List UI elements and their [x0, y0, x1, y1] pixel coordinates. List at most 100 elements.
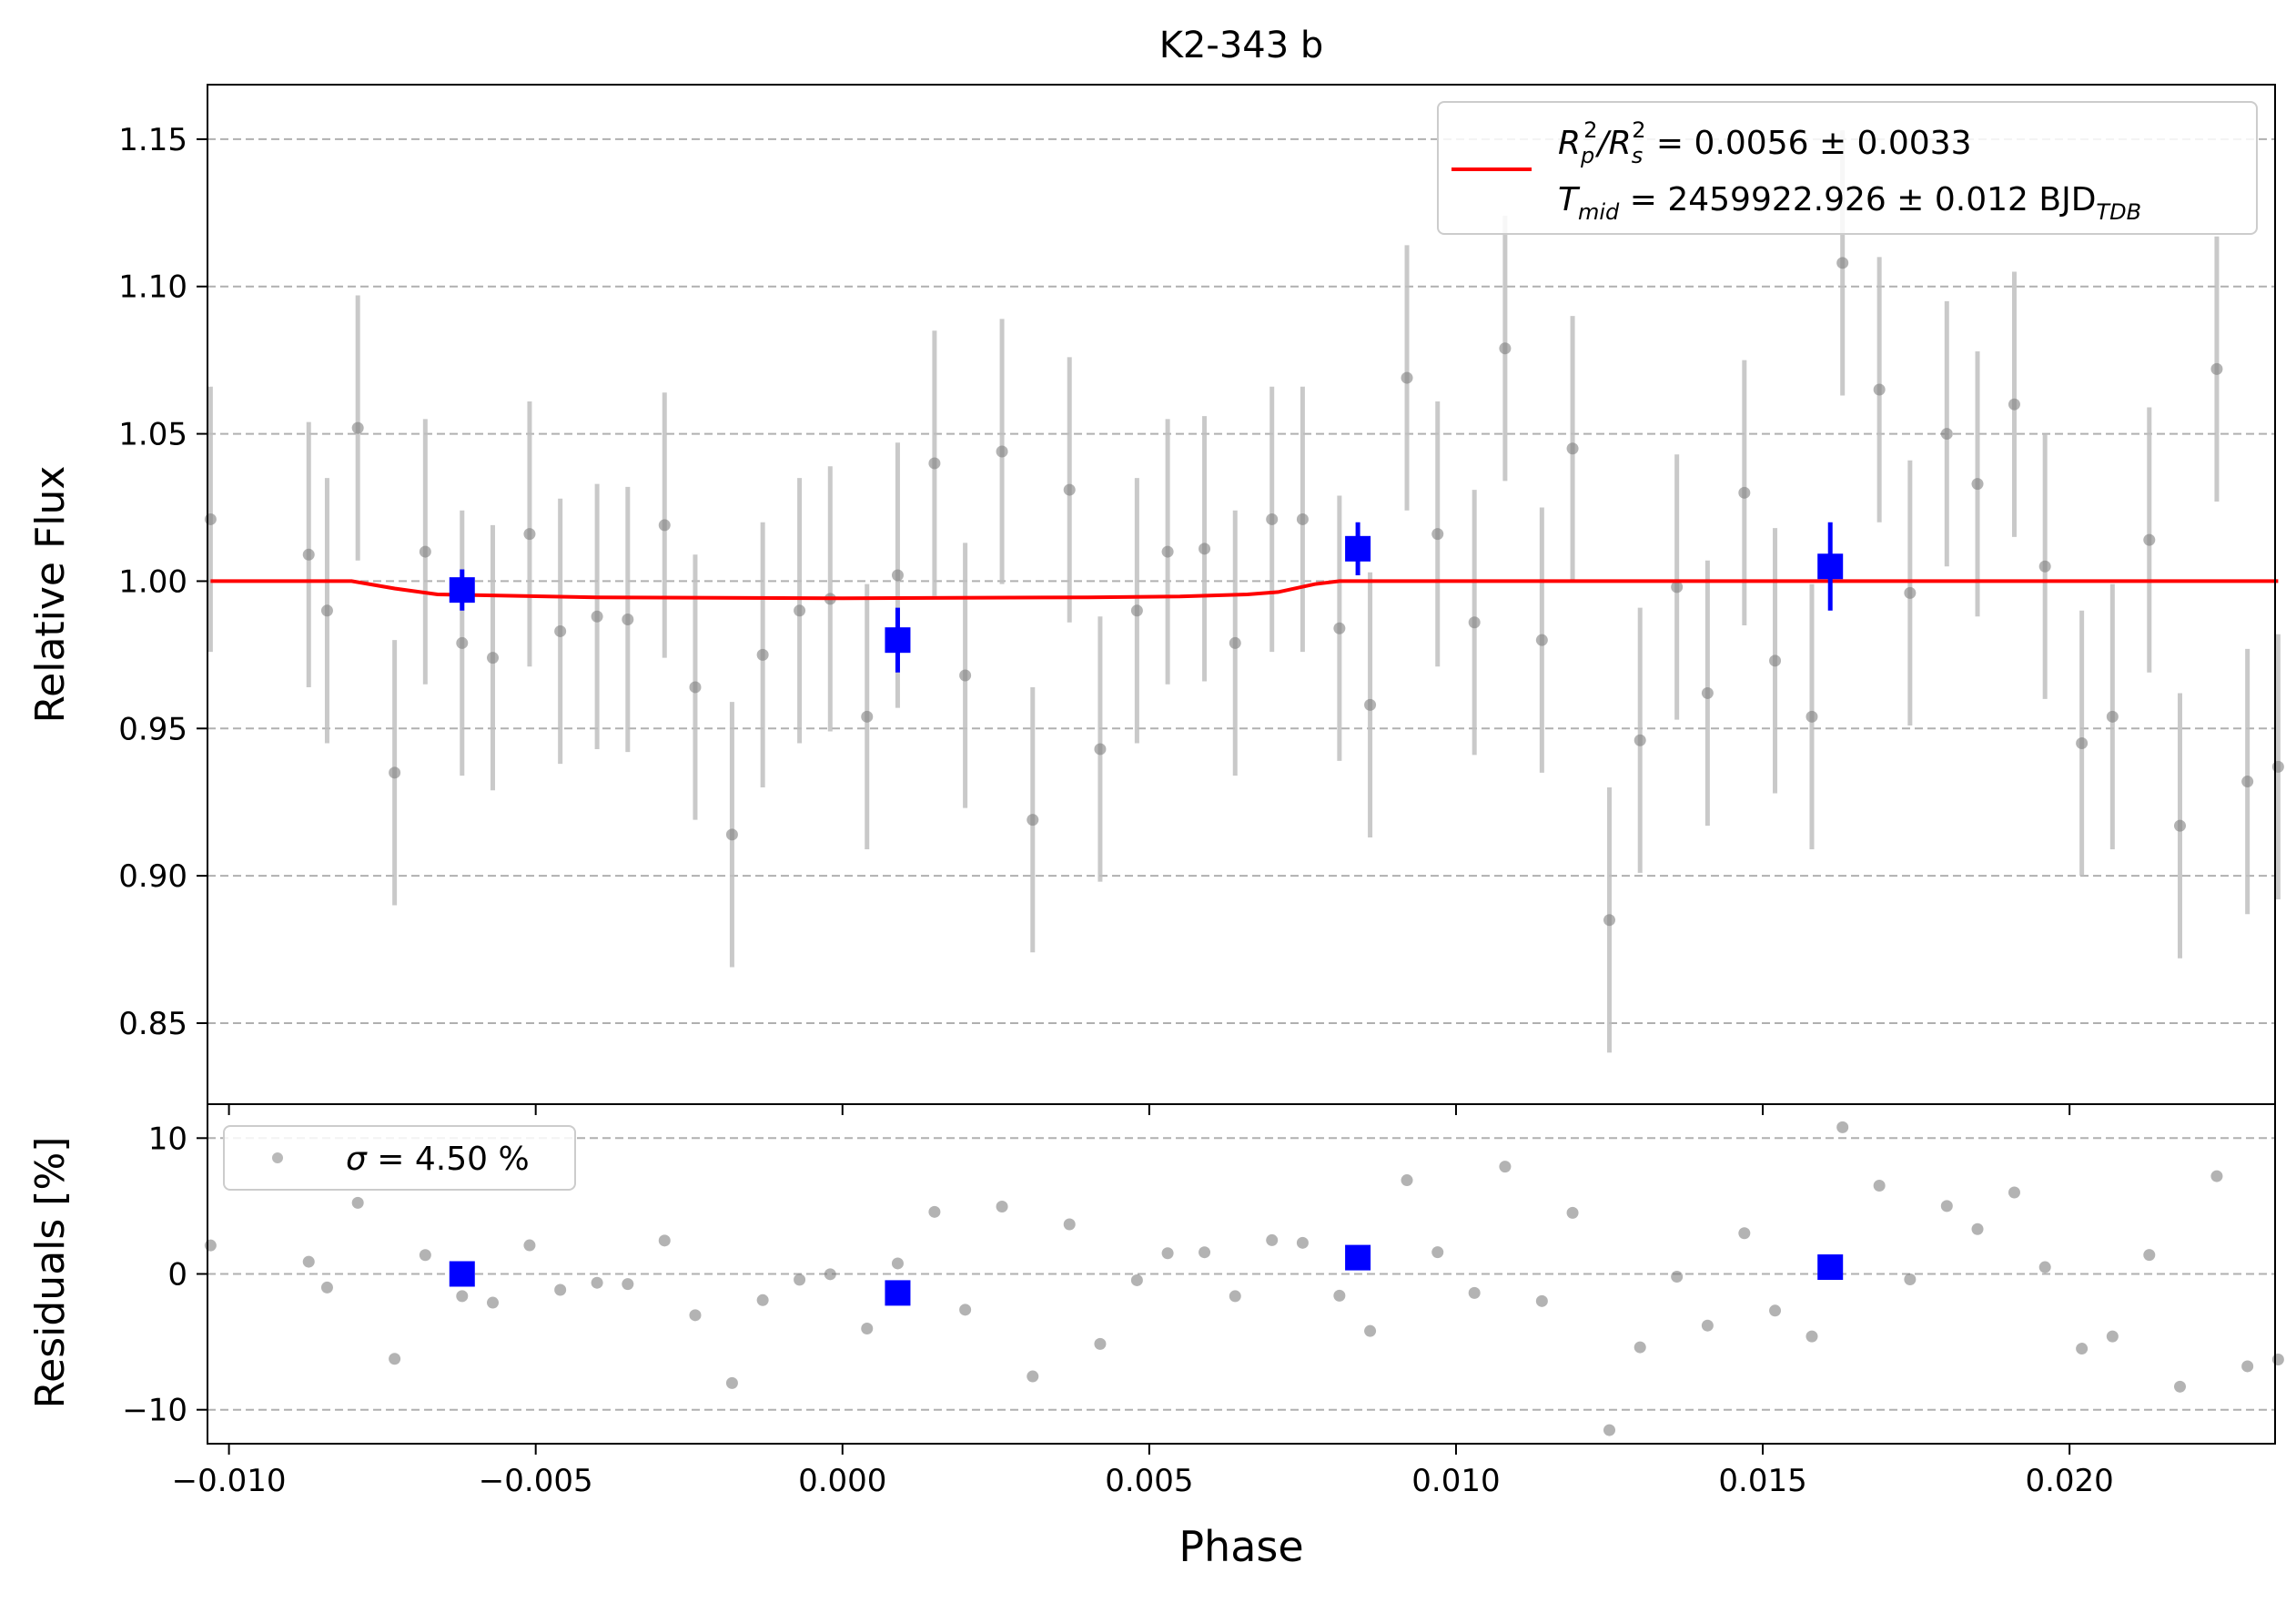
phase-x-axis-label: Phase [1178, 1522, 1303, 1571]
legend-sup-2b: 2 [1632, 117, 1645, 143]
flux-data-point [456, 636, 469, 649]
legend-midtime-value: = 2459922.926 ± 0.012 BJD [1619, 181, 2096, 218]
residual-data-point [1333, 1289, 1346, 1302]
flux-data-point [351, 421, 364, 434]
legend-r-separator: /R [1595, 125, 1632, 162]
flux-data-point [302, 548, 315, 561]
flux-data-point [2241, 776, 2254, 788]
residuals-legend-box [223, 1125, 576, 1191]
flux-data-point [419, 545, 431, 558]
residual-data-point [389, 1353, 401, 1365]
flux-data-point [1873, 383, 1886, 396]
flux-data-point [2106, 710, 2119, 723]
residual-data-point [2174, 1380, 2187, 1393]
binned-residual-point [449, 1261, 475, 1287]
legend-sub-s: s [1632, 143, 1644, 168]
binned-flux-point [885, 627, 911, 654]
flux-data-point [1603, 914, 1616, 927]
flux-data-point [1701, 686, 1714, 699]
phase-x-ticks: −0.010 −0.005 0.000 0.005 0.010 0.015 0.020 [172, 1104, 2114, 1499]
residual-data-point [1266, 1233, 1279, 1246]
residual-data-point [1805, 1330, 1818, 1343]
legend-r-symbol: R [1558, 125, 1581, 162]
flux-data-point [1266, 512, 1279, 525]
flux-data-point [554, 624, 567, 637]
residual-data-point [1671, 1270, 1684, 1283]
legend-sub-p: p [1580, 143, 1594, 168]
flux-data-point [1904, 586, 1917, 599]
residual-data-point [456, 1290, 469, 1303]
transit-model-curve [210, 579, 2279, 601]
residual-data-point [1769, 1304, 1782, 1317]
residual-data-point [928, 1205, 941, 1218]
residual-data-point [2076, 1343, 2089, 1355]
phase-x-tick-label: 0.015 [1718, 1463, 1806, 1499]
residual-data-point [486, 1296, 499, 1309]
residual-data-point [861, 1323, 874, 1335]
flux-legend: Rp2/Rs2 = 0.0056 ± 0.0033 Tmid = 2459922… [1437, 101, 2258, 235]
residual-data-point [1229, 1290, 1241, 1303]
residual-data-point [824, 1268, 836, 1281]
residual-data-point [1971, 1223, 1984, 1235]
flux-data-point [1161, 545, 1174, 558]
flux-data-point [1738, 486, 1751, 499]
residual-data-point [1401, 1174, 1413, 1187]
residual-data-point [204, 1239, 217, 1252]
flux-data-point [1468, 616, 1481, 629]
flux-data-point [622, 614, 634, 626]
residual-data-point [1199, 1246, 1211, 1259]
flux-data-point [1499, 342, 1512, 355]
flux-y-tick-label: 0.95 [118, 711, 187, 747]
flux-data-point [1333, 622, 1346, 634]
residual-data-point [1468, 1286, 1481, 1299]
residual-data-point [302, 1255, 315, 1268]
residual-data-point [756, 1294, 769, 1306]
residuals-y-axis-label: Residuals [%] [27, 1137, 74, 1409]
residual-data-point [1836, 1121, 1849, 1133]
residual-data-point [1701, 1319, 1714, 1332]
flux-data-point [689, 681, 702, 694]
flux-y-tick-label: 1.15 [118, 122, 187, 158]
flux-data-point [1805, 710, 1818, 723]
binned-residual-point [885, 1280, 911, 1306]
flux-data-point [2210, 362, 2223, 375]
flux-y-tick-label: 1.00 [118, 563, 187, 600]
phase-x-tick-label: 0.000 [798, 1463, 886, 1499]
flux-data-point [1027, 814, 1039, 827]
residual-data-point [1364, 1324, 1377, 1337]
flux-data-point [891, 569, 904, 582]
residuals-legend-text: σ = 4.50 % [346, 1141, 530, 1178]
flux-data-point [1296, 512, 1309, 525]
flux-data-point [1431, 528, 1444, 541]
phase-x-tick-label: −0.005 [479, 1463, 593, 1499]
residuals-y-tick-label: −10 [122, 1393, 187, 1429]
flux-data-point [523, 528, 536, 541]
flux-y-tick-label: 0.85 [118, 1006, 187, 1042]
binned-flux-point [1817, 553, 1844, 580]
flux-data-point [2174, 819, 2187, 832]
flux-data-point [1199, 543, 1211, 555]
residual-data-point [351, 1196, 364, 1209]
flux-data-point [1535, 634, 1548, 646]
flux-data-point [725, 828, 738, 841]
flux-data-point [2038, 560, 2051, 573]
residual-data-point [1738, 1227, 1751, 1240]
flux-data-point [861, 710, 874, 723]
residual-data-point [2008, 1186, 2020, 1199]
flux-data-point [1229, 636, 1241, 649]
legend-midtime: Tmid = 2459922.926 ± 0.012 BJDTDB [1558, 181, 2141, 225]
residual-data-point [1063, 1218, 1076, 1231]
flux-y-tick-label: 0.90 [118, 858, 187, 895]
residual-data-point [1431, 1246, 1444, 1259]
residuals-y-tick-label: 0 [167, 1257, 187, 1294]
flux-data-point [204, 512, 217, 525]
residual-data-point [1904, 1273, 1917, 1285]
phase-x-tick-label: 0.020 [2025, 1463, 2113, 1499]
flux-y-tick-label: 1.05 [118, 417, 187, 453]
residual-data-point [1499, 1161, 1512, 1173]
residual-data-point [996, 1200, 1008, 1212]
residual-data-point [1633, 1341, 1646, 1354]
residual-data-point [891, 1257, 904, 1270]
flux-data-point [1836, 257, 1849, 269]
